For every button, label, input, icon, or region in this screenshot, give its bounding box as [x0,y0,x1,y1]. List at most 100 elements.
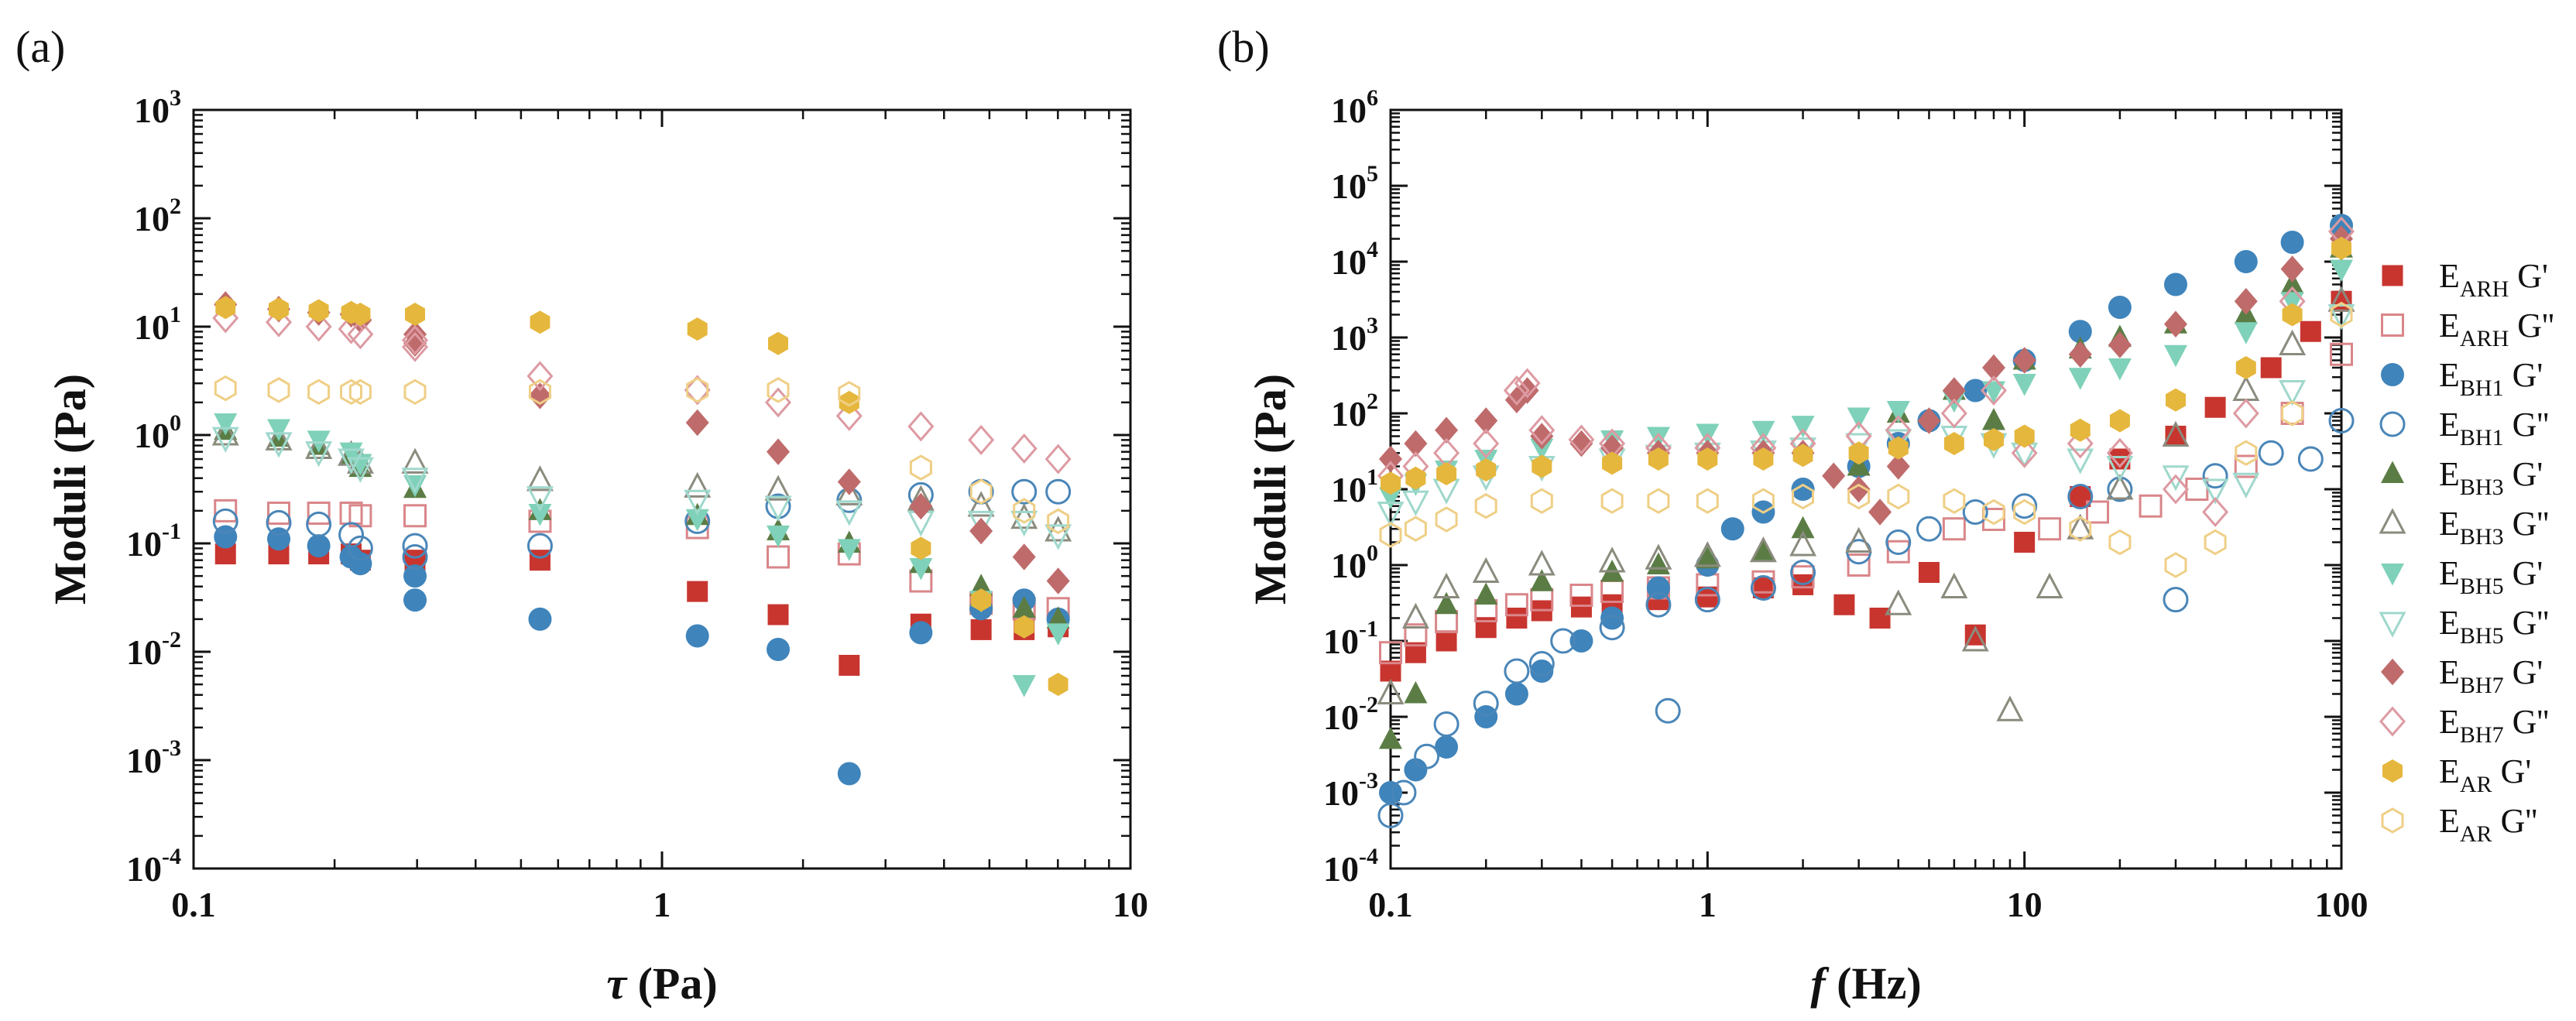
legend-entry: EBH5 G'' [2379,604,2549,649]
panel-b-data-point [2327,303,2355,331]
panel-a-data-point [214,413,238,436]
panel-b-data-point [1377,502,1405,528]
panel-b-y-tick-exponent: 2 [1367,389,1378,414]
legend-marker [2381,658,2404,686]
panel-a-data-point [1046,606,1070,629]
panel-b-data-point [1504,658,1530,684]
panel-a-data-point [685,409,709,437]
legend-entry: EARH G'' [2381,307,2554,351]
panel-b-data-point [2068,320,2092,344]
panel-b-y-tick-exponent: -1 [1359,616,1378,642]
panel-b-y-tick-base: 10 [1323,697,1359,737]
panel-a-series-7 [211,427,1072,550]
panel-b-data-point [2328,407,2355,433]
legend-label-subscript: AR [2460,772,2492,797]
panel-b-data-point [2013,499,2036,526]
panel-b-data-point [1751,420,1775,444]
panel-b-data-point [2139,494,2163,518]
panel-b-y-tick-label: 103 [1331,313,1378,358]
panel-b-data-point [1886,400,1910,423]
panel-b-y-axis-label: Moduli (Pa) [1245,374,1295,605]
panel-a-data-point [340,379,362,406]
panel-b-data-point [2232,398,2259,429]
panel-a-series-11 [214,375,1070,535]
legend-entry: EBH7 G'' [2379,703,2549,748]
panel-b-data-point [1379,727,1402,749]
panel-a-data-point [1012,595,1036,618]
panel-a-data-point [405,303,425,326]
panel-a-data-point [403,330,427,357]
panel-a-data-point [1045,478,1072,505]
panel-b-data-point [1749,536,1777,563]
legend-marker [2379,612,2406,638]
panel-b-data-point [1696,488,1719,514]
panel-a-data-point [401,447,429,474]
panel-b-y-tick-base: 10 [1331,546,1367,585]
panel-a-data-point [401,468,429,494]
panel-b-data-point [2330,301,2353,328]
panel-b-data-point [2036,572,2063,599]
panel-a-data-point [835,500,863,526]
legend-label-base: E [2439,653,2460,691]
panel-a-data-point [214,499,238,522]
panel-a-data-point [767,638,791,662]
legend-label-subscript: BH1 [2460,425,2504,451]
panel-b-data-point [1435,735,1459,759]
panel-b-data-point [1981,375,2007,406]
legend-label: EBH7 G'' [2439,703,2549,748]
panel-b-data-point [2162,474,2189,505]
panel-a-data-point [685,509,709,532]
panel-a-data-point [835,479,863,505]
legend-entry: EBH7 G' [2381,653,2543,698]
legend-label-subscript: BH7 [2460,673,2504,698]
panel-b-data-point [1530,569,1554,591]
panel-a-series-2 [214,525,1070,786]
panel-a-y-tick-base: 10 [134,416,170,455]
legend-entry: EAR G' [2382,752,2531,797]
panel-b-data-point [1693,541,1721,567]
panel-b-x-axis-label: f (Hz) [1810,958,1921,1009]
panel-b-data-point [2280,272,2304,294]
legend-label-subscript: ARH [2460,326,2509,351]
panel-b-data-point [1473,690,1499,717]
panel-b-data-point [1600,606,1624,630]
panel-a-y-tick-label: 10-2 [126,627,181,672]
panel-b-y-tick-base: 10 [1331,166,1367,206]
panel-b-data-point [2281,400,2304,427]
panel-b-data-point [1918,561,1940,583]
panel-b-data-point [1694,587,1720,613]
panel-b-data-point [1868,499,1892,526]
panel-b-data-point [1984,428,2004,451]
panel-a-y-tick-base: 10 [134,199,170,238]
legend-entry: EBH1 G'' [2379,406,2549,451]
panel-a-data-point [837,762,861,786]
panel-a-y-tick-exponent: -4 [162,844,181,869]
panel-a-data-point [267,501,291,525]
panel-b-data-point [1600,488,1624,514]
panel-a-y-tick-label: 10-3 [126,735,181,780]
panel-a-y-tick-label: 10-4 [126,844,181,889]
panel-a-data-point [526,486,554,512]
panel-a-x-tick-label: 10 [1113,885,1148,924]
panel-a-y-tick-exponent: -2 [162,627,181,653]
panel-a-data-point [350,303,371,326]
panel-a-y-tick-exponent: 0 [170,410,181,436]
panel-a-data-point [1044,524,1072,550]
panel-a-data-point [1012,543,1036,570]
panel-b-data-point [1435,609,1459,633]
panel-b-data-point [1885,589,1912,615]
panel-b-y-tick-exponent: 4 [1367,237,1378,262]
panel-a-y-tick-base: 10 [134,307,170,347]
panel-b-data-point [2204,529,2227,556]
panel-b-label: (b) [1217,22,1270,72]
panel-a-y-tick-base: 10 [126,524,162,564]
panel-b-y-tick-base: 10 [1323,849,1359,889]
panel-a-data-point [402,533,428,559]
panel-b-data-point [2330,214,2353,238]
panel-b-data-point [2202,496,2229,528]
panel-b-data-point [1600,434,1624,461]
panel-a-data-point [767,438,791,465]
panel-b-y-tick-base: 10 [1331,470,1367,509]
panel-a-data-point [307,534,331,558]
panel-b-data-point [2202,463,2228,489]
